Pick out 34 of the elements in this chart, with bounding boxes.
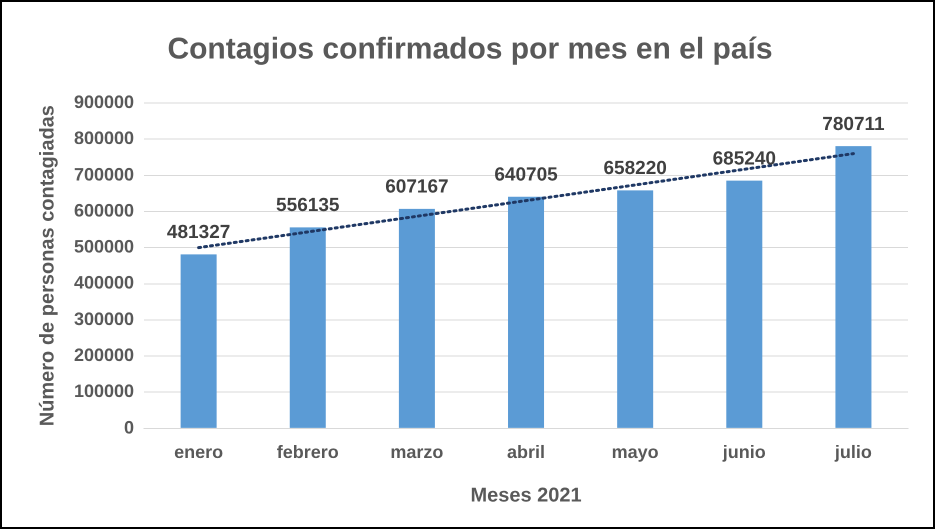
bar — [398, 208, 435, 428]
data-label: 481327 — [166, 222, 230, 244]
y-tick-label: 800000 — [74, 128, 134, 148]
y-tick-label: 400000 — [74, 272, 134, 293]
data-label: 780711 — [822, 114, 886, 135]
y-tick-label: 500000 — [74, 236, 134, 257]
y-axis-title: Número de personas contagiadas — [36, 105, 59, 426]
bar — [726, 180, 762, 428]
data-label: 607167 — [385, 176, 449, 198]
data-label: 685240 — [712, 148, 776, 170]
y-tick-label: 900000 — [74, 92, 134, 112]
x-tick-label: marzo — [390, 442, 444, 462]
y-tick-label: 200000 — [74, 345, 134, 366]
y-tick-label: 100000 — [74, 381, 134, 402]
bar — [290, 227, 326, 428]
bar — [508, 196, 544, 428]
data-label: 556135 — [276, 195, 340, 216]
x-axis-title: Meses 2021 — [470, 484, 582, 507]
y-tick-label: 0 — [124, 417, 134, 438]
x-tick-label: enero — [174, 442, 224, 462]
y-tick-label: 700000 — [74, 164, 134, 184]
bar — [180, 254, 217, 428]
chart-title: Contagios confirmados por mes en el país — [167, 32, 773, 66]
bar — [835, 146, 872, 428]
x-tick-label: julio — [834, 442, 872, 462]
x-tick-label: junio — [722, 442, 766, 462]
data-label: 658220 — [603, 158, 667, 180]
data-label: 640705 — [494, 164, 558, 186]
x-tick-label: mayo — [612, 442, 659, 462]
x-tick-label: febrero — [276, 442, 339, 462]
y-tick-label: 300000 — [74, 308, 134, 329]
x-tick-label: abril — [507, 442, 546, 462]
bar — [617, 190, 654, 428]
y-tick-label: 600000 — [74, 200, 134, 220]
